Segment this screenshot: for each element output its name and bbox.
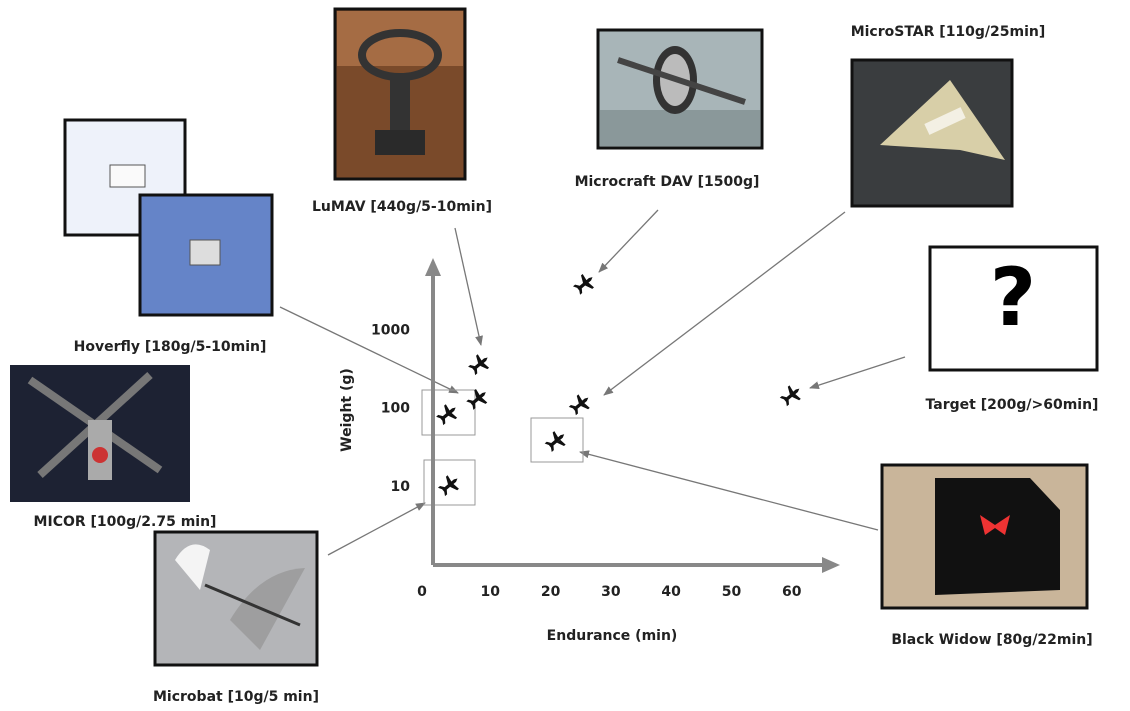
x-tick-label: 40	[661, 584, 681, 600]
photo-microbat	[155, 532, 317, 665]
x-tick-label: 10	[481, 584, 501, 600]
label-microstar: MicroSTAR [110g/25min]	[851, 24, 1046, 40]
x-tick-label: 50	[722, 584, 742, 600]
plane-marker	[567, 391, 594, 418]
y-tick-label: 1000	[371, 323, 410, 339]
plane-marker	[543, 428, 570, 455]
label-lumav: LuMAV [440g/5-10min]	[312, 199, 492, 215]
plane-marker	[436, 472, 463, 499]
plane-marker	[464, 385, 491, 412]
arrows	[280, 210, 905, 555]
y-tick-label: 100	[381, 401, 410, 417]
x-tick-label: 0	[417, 584, 427, 600]
question-mark: ?	[990, 251, 1036, 344]
x-tick-label: 30	[601, 584, 621, 600]
plane-marker	[778, 382, 805, 409]
label-microbat: Microbat [10g/5 min]	[153, 689, 319, 705]
photo-hoverfly	[65, 120, 272, 315]
target-box: ?	[930, 247, 1097, 370]
label-micor: MICOR [100g/2.75 min]	[34, 514, 217, 530]
figure: LuMAV [440g/5-10min] Microcraft DAV [150…	[0, 0, 1130, 711]
photo-microcraft	[598, 30, 762, 148]
x-tick-label: 20	[541, 584, 561, 600]
plane-marker	[466, 351, 493, 378]
photo-micor	[10, 365, 190, 502]
photo-black-widow	[882, 465, 1087, 608]
label-black-widow: Black Widow [80g/22min]	[891, 632, 1092, 648]
axes	[433, 272, 826, 565]
x-axis-label: Endurance (min)	[547, 628, 678, 644]
plane-marker	[434, 401, 461, 428]
label-hoverfly: Hoverfly [180g/5-10min]	[74, 339, 267, 355]
label-target: Target [200g/>60min]	[926, 397, 1099, 413]
x-tick-label: 60	[782, 584, 802, 600]
y-tick-label: 10	[391, 479, 411, 495]
label-microcraft: Microcraft DAV [1500g]	[575, 174, 760, 190]
photo-lumav	[335, 9, 465, 179]
plane-marker	[571, 270, 598, 297]
photo-microstar	[852, 60, 1012, 206]
y-axis-label: Weight (g)	[339, 368, 355, 452]
